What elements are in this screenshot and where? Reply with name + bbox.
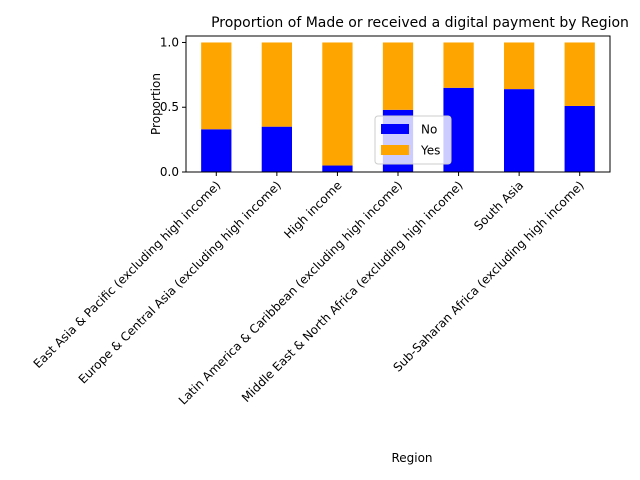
y-tick-label-0: 0.0 xyxy=(160,165,179,179)
chart-title: Proportion of Made or received a digital… xyxy=(211,15,629,31)
bar-yes-6 xyxy=(565,42,595,105)
bar-yes-3 xyxy=(383,42,413,109)
legend-swatch-yes xyxy=(381,145,409,155)
bar-yes-1 xyxy=(262,42,292,126)
bar-no-6 xyxy=(565,106,595,172)
bar-no-0 xyxy=(201,129,231,172)
legend-label-no: No xyxy=(421,123,437,137)
y-tick-label-2: 1.0 xyxy=(160,35,179,49)
bar-no-5 xyxy=(504,89,534,172)
legend-label-yes: Yes xyxy=(420,144,440,158)
bar-no-2 xyxy=(322,166,352,172)
bar-no-1 xyxy=(262,127,292,172)
x-axis-label: Region xyxy=(391,451,432,465)
bar-yes-2 xyxy=(322,42,352,165)
bar-yes-0 xyxy=(201,42,231,129)
bar-yes-5 xyxy=(504,42,534,89)
legend-swatch-no xyxy=(381,124,409,134)
legend: No Yes xyxy=(375,116,451,164)
bar-yes-4 xyxy=(443,42,473,87)
y-axis-label: Proportion xyxy=(149,73,163,135)
